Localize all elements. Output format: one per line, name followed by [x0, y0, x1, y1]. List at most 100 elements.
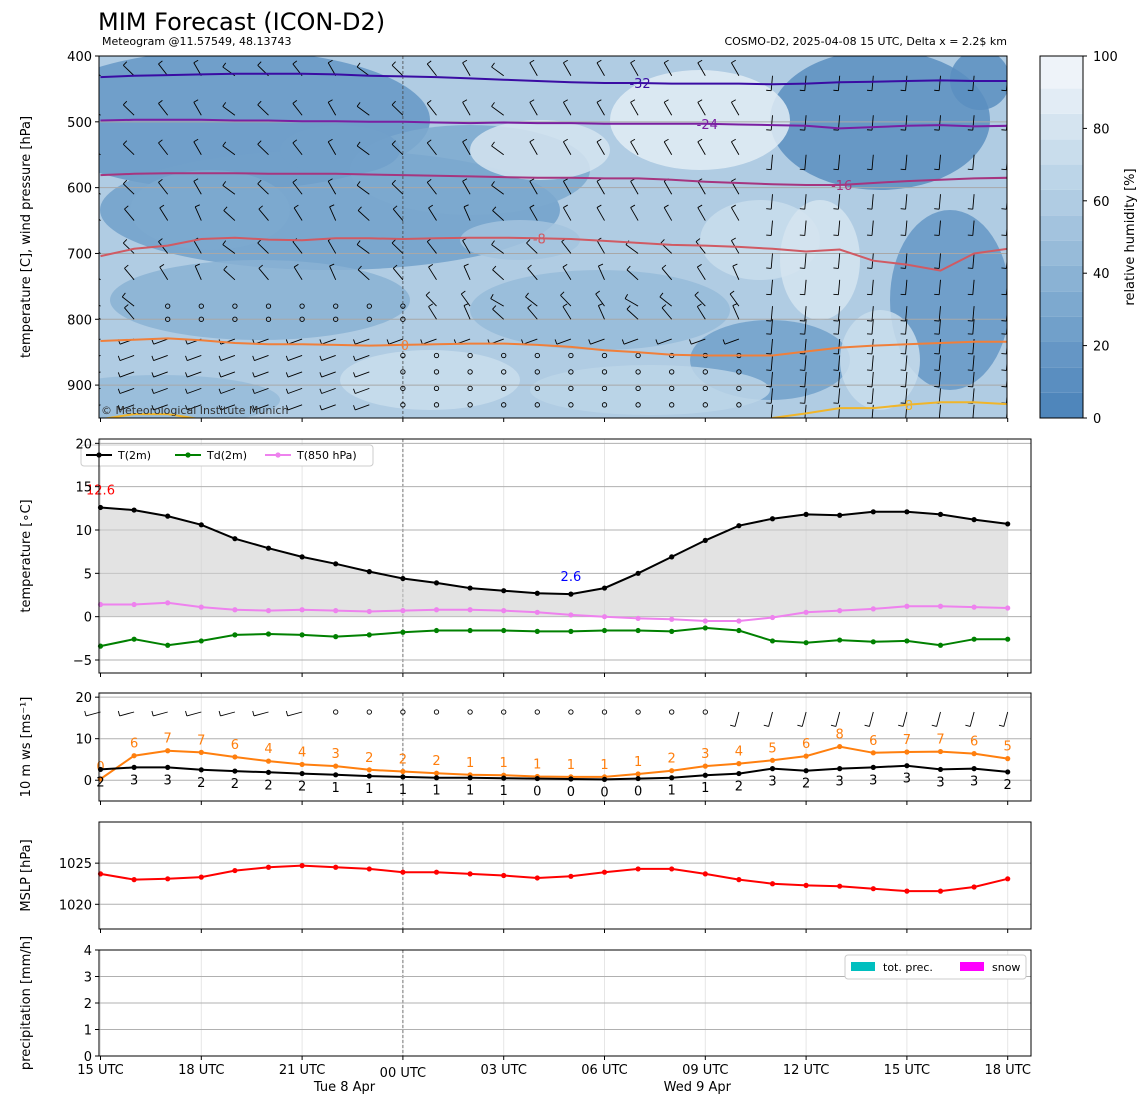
- wind-barb: [321, 338, 336, 345]
- mean-wind-label: 1: [399, 783, 407, 798]
- colorbar-tick-label: 80: [1093, 122, 1110, 137]
- mean-wind-label: 2: [802, 777, 810, 792]
- humidity-contour: [280, 125, 400, 175]
- wind-barb-flag: [595, 290, 600, 295]
- gust-wind-marker: [299, 761, 305, 768]
- wind-barb-flag: [124, 205, 129, 210]
- wind-barb: [697, 207, 706, 221]
- wind-barb-flag: [257, 61, 262, 66]
- mean-wind-label: 3: [903, 772, 911, 787]
- wind-barb: [257, 104, 269, 116]
- wind-barb-flag: [663, 138, 669, 143]
- t2m-marker: [635, 570, 641, 576]
- y-tick-label: 0: [84, 1050, 92, 1065]
- wind-barb: [697, 62, 706, 76]
- wind-barb: [99, 355, 101, 357]
- mslp-marker: [400, 869, 406, 875]
- calm-wind-marker: [501, 352, 507, 359]
- t2m-marker: [265, 545, 272, 551]
- wind-barb: [804, 371, 807, 387]
- wind-barb-flag: [353, 405, 356, 411]
- legend-label: snow: [992, 961, 1020, 974]
- panel-frame: [98, 438, 1032, 674]
- wind-barb-flag: [491, 141, 495, 147]
- t2m-marker: [501, 588, 507, 594]
- mslp-marker: [870, 886, 876, 892]
- wind-barb: [220, 371, 236, 378]
- mean-wind-label: 0: [567, 785, 575, 800]
- td2m-marker: [433, 627, 440, 634]
- t2m-marker: [467, 585, 473, 591]
- wind-barb-flag: [218, 405, 222, 411]
- wind-barb-flag: [697, 138, 703, 143]
- td2m-marker: [467, 627, 473, 634]
- y-tick-label: 3: [84, 971, 92, 986]
- gust-wind-label: 2: [668, 752, 676, 767]
- wind-barb-flag: [563, 99, 568, 103]
- mean-wind-label: 1: [701, 781, 709, 796]
- wind-barb-flag: [529, 99, 535, 103]
- mslp-marker: [198, 874, 204, 880]
- wind-barb-flag: [151, 405, 155, 411]
- wind-barb: [663, 181, 673, 195]
- wind-barb-flag: [420, 339, 423, 345]
- wind-barb: [491, 145, 504, 156]
- wind-barb: [462, 181, 471, 195]
- td2m-marker: [601, 627, 608, 634]
- t850-marker: [131, 601, 137, 608]
- td2m-marker: [736, 627, 742, 634]
- humidity-contour: [770, 56, 990, 190]
- humidity-contour: [840, 310, 920, 410]
- wind-barb-flag: [222, 62, 227, 68]
- t2m-marker: [232, 536, 238, 542]
- legend-swatch-marker: [185, 452, 191, 458]
- isotherm-label: -8: [533, 232, 546, 247]
- gust-wind-marker: [669, 768, 675, 774]
- wind-barb-flag: [463, 204, 469, 208]
- mean-wind-marker: [635, 775, 641, 782]
- wind-barb: [327, 141, 337, 155]
- humidity-contour: [130, 170, 290, 250]
- wind-barb: [556, 338, 572, 345]
- wind-barb: [804, 194, 807, 210]
- wind-barb-flag: [426, 139, 432, 144]
- wind-barb: [193, 102, 202, 116]
- gust-wind-marker: [366, 767, 372, 773]
- wind-barb: [257, 143, 269, 156]
- humidity-contour: [460, 220, 580, 260]
- wind-barb: [287, 355, 303, 362]
- wind-barb-flag: [356, 141, 361, 147]
- calm-wind-marker: [400, 402, 406, 408]
- wind-barb: [871, 306, 874, 322]
- wind-barb-flag: [292, 178, 298, 183]
- wind-barb-flag: [661, 264, 667, 269]
- mslp-marker: [333, 864, 339, 870]
- t2m-marker: [669, 554, 675, 560]
- wind-barb: [630, 181, 639, 195]
- wind-barb-flag: [562, 303, 568, 307]
- wind-barb-flag: [391, 61, 396, 66]
- td2m-marker: [568, 628, 574, 635]
- calm-wind-marker: [601, 369, 608, 375]
- t850-marker: [803, 609, 809, 615]
- t850-marker: [534, 609, 540, 615]
- wind-barb-flag: [88, 294, 91, 298]
- wind-barb: [287, 404, 303, 411]
- t850-marker: [669, 616, 675, 622]
- wind-barb-flag: [621, 339, 625, 345]
- wind-barb: [119, 355, 135, 362]
- calm-wind-marker: [601, 709, 608, 715]
- wind-barb-flag: [663, 99, 669, 103]
- wind-barb: [804, 220, 807, 236]
- wind-barb-flag: [85, 405, 87, 410]
- calm-wind-marker: [635, 402, 641, 408]
- wind-barb: [254, 404, 269, 411]
- wind-barb-flag: [257, 179, 262, 185]
- wind-barb: [804, 388, 807, 404]
- wind-barb: [292, 142, 303, 156]
- calm-wind-marker: [669, 402, 675, 408]
- gust-wind-label: 6: [802, 737, 810, 752]
- t2m-marker: [165, 513, 171, 519]
- wind-barb: [355, 387, 370, 394]
- wind-barb: [492, 269, 505, 281]
